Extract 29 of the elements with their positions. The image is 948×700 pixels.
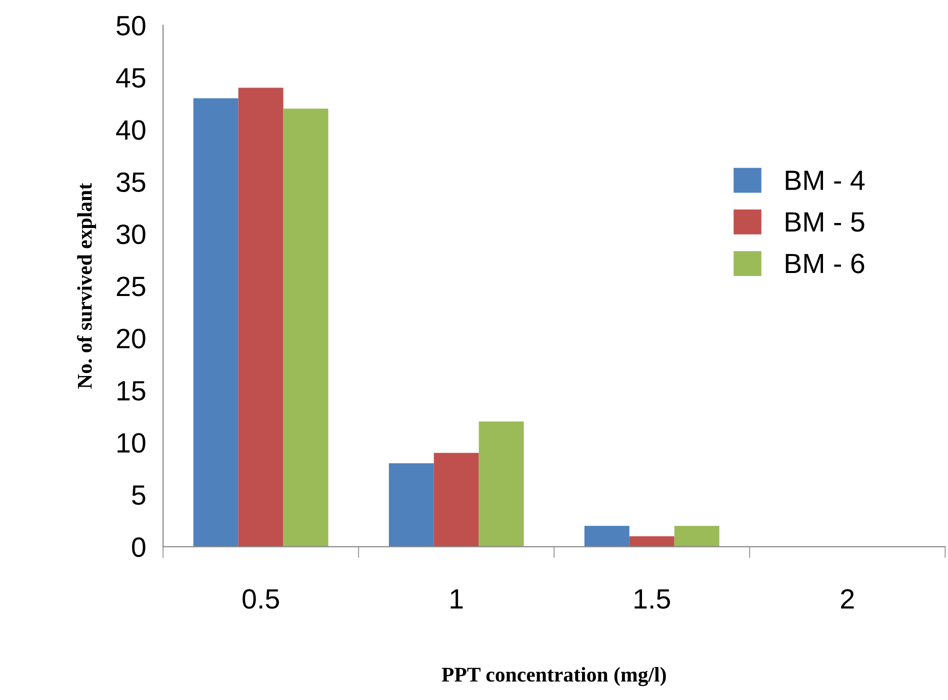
- x-axis-title: PPT concentration (mg/l): [442, 667, 666, 686]
- legend-label: BM - 5: [786, 212, 864, 232]
- bar: [238, 88, 284, 547]
- legend-label: BM - 4: [786, 170, 865, 190]
- x-tick-label: 1.5: [634, 589, 670, 609]
- bar: [629, 536, 674, 547]
- y-tick-label: 20: [116, 328, 146, 348]
- y-axis-title: No. of survived explant: [76, 183, 96, 389]
- y-tick-label: 15: [118, 381, 146, 401]
- bar: [193, 98, 238, 547]
- y-tick-label: 50: [116, 16, 146, 36]
- bar: [584, 526, 630, 547]
- y-tick-label: 45: [116, 68, 146, 88]
- legend-label: BM - 6: [786, 254, 864, 274]
- bar: [478, 422, 524, 547]
- x-tick-label: 1: [450, 589, 463, 608]
- bar: [434, 452, 479, 547]
- bar: [674, 526, 720, 547]
- y-tick-label: 0: [132, 537, 146, 558]
- y-tick-label: 30: [116, 224, 146, 244]
- y-tick-label: 5: [132, 486, 146, 505]
- bar: [388, 463, 434, 547]
- bar: [283, 108, 328, 547]
- y-tick-label: 40: [116, 120, 146, 140]
- x-tick-label: 0.5: [242, 589, 279, 609]
- x-tick-label: 2: [841, 589, 854, 608]
- y-tick-label: 35: [116, 172, 146, 192]
- y-tick-label: 10: [118, 433, 146, 453]
- y-tick-label: 25: [116, 276, 146, 296]
